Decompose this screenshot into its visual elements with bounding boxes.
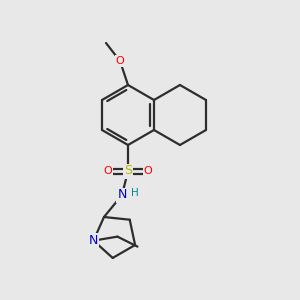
Text: S: S [124, 164, 132, 178]
Text: N: N [89, 234, 98, 247]
Text: O: O [116, 56, 124, 66]
Text: N: N [117, 188, 127, 202]
Text: H: H [131, 188, 139, 198]
Text: O: O [103, 166, 112, 176]
Text: O: O [144, 166, 152, 176]
